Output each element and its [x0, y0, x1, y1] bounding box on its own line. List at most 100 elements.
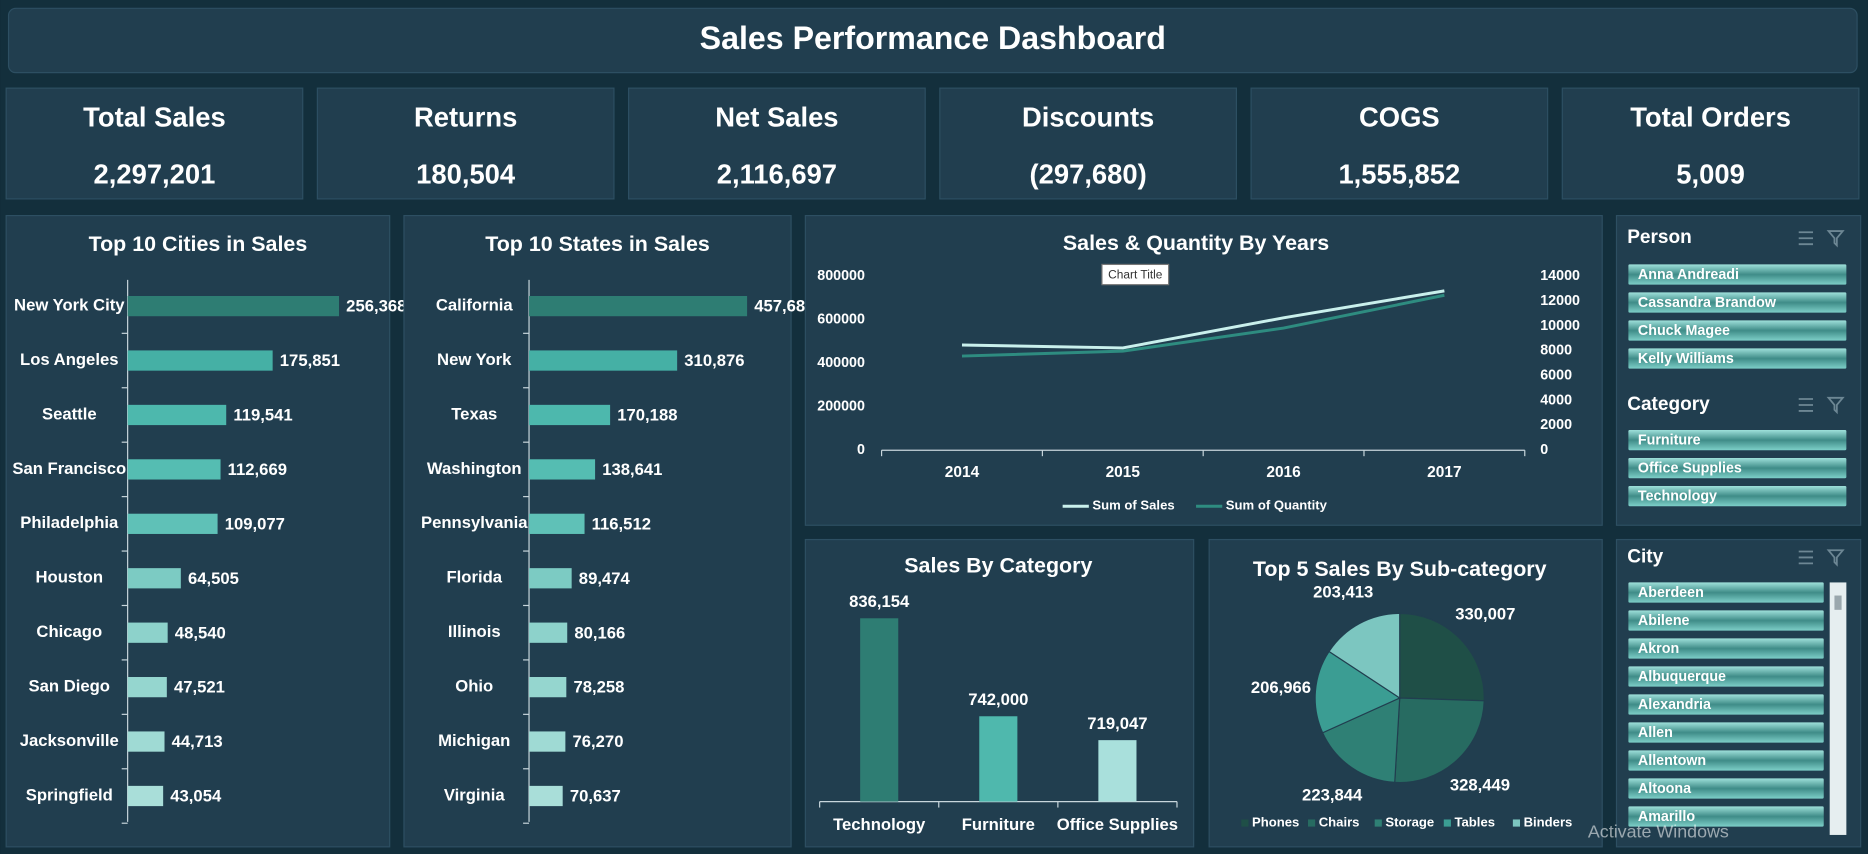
value-label: 78,258 [573, 678, 624, 697]
bar [529, 404, 611, 426]
slicer-item[interactable] [1628, 582, 1824, 603]
bar [127, 513, 218, 534]
panel [1250, 87, 1549, 200]
slicer-item[interactable] [1628, 666, 1824, 687]
value-label: 70,637 [570, 787, 621, 806]
slicer-item-label[interactable]: Albuquerque [1638, 669, 1726, 685]
y2-tick-label: 6000 [1540, 367, 1572, 383]
category-label: Ohio [455, 677, 493, 696]
category-label: Springfield [26, 785, 113, 804]
slicer-item-label[interactable]: Allen [1638, 725, 1673, 741]
bar [127, 677, 167, 698]
slicer-item[interactable] [1628, 485, 1847, 507]
slicer-item-label[interactable]: Alexandria [1638, 697, 1712, 713]
scroll-thumb [1834, 595, 1842, 610]
slicer-item[interactable] [1628, 320, 1847, 341]
y-tick-label: 0 [857, 442, 865, 458]
slicer-item-label[interactable]: Abilene [1638, 613, 1690, 629]
slicer-item[interactable] [1628, 264, 1847, 285]
bar [860, 618, 899, 802]
bar [529, 350, 678, 371]
bar [127, 568, 181, 589]
panel [1615, 214, 1862, 526]
slicer-item-label[interactable]: Kelly Williams [1638, 351, 1734, 367]
category-label: San Diego [29, 677, 110, 696]
x-tick-label: Technology [833, 815, 926, 834]
slicer-item[interactable] [1628, 638, 1824, 659]
slicer-item-label[interactable]: Office Supplies [1638, 460, 1742, 476]
slicer-item[interactable] [1628, 610, 1824, 631]
value-label: 43,054 [170, 787, 222, 806]
kpi-value: 1,555,852 [1338, 159, 1460, 190]
slicer-item[interactable] [1628, 722, 1824, 743]
panel [403, 214, 792, 848]
value-label: 48,540 [175, 623, 226, 642]
slicer-item-label[interactable]: Akron [1638, 641, 1679, 657]
value-label: 64,505 [188, 569, 239, 588]
value-label: 256,368 [346, 297, 406, 316]
slicer-item[interactable] [1628, 457, 1847, 479]
legend-label: Tables [1454, 814, 1495, 829]
panel [5, 87, 304, 200]
legend-label: Sum of Sales [1092, 498, 1174, 513]
y-tick-label: 600000 [817, 312, 865, 328]
chart-title: Top 10 States in Sales [485, 232, 710, 256]
title-banner [7, 7, 1858, 74]
category-label: California [436, 296, 514, 315]
pie-slice [1328, 612, 1401, 700]
slicer-item[interactable] [1628, 292, 1847, 313]
kpi-label: Net Sales [715, 101, 838, 132]
kpi-label: Discounts [1022, 101, 1154, 132]
legend-label: Chairs [1319, 814, 1360, 829]
y2-tick-label: 8000 [1540, 343, 1572, 359]
slicer-item[interactable] [1628, 750, 1824, 771]
slicer-item-label[interactable]: Cassandra Brandow [1638, 295, 1777, 311]
kpi-value: (297,680) [1030, 159, 1147, 190]
slicer-item[interactable] [1628, 778, 1824, 799]
x-tick-label: 2017 [1427, 464, 1461, 481]
slicer-item-label[interactable]: Amarillo [1638, 809, 1695, 825]
value-label: 175,851 [280, 351, 340, 370]
value-label: 203,413 [1313, 583, 1373, 602]
line-series [961, 293, 1445, 358]
category-label: Jacksonville [20, 731, 119, 750]
tooltip-box [1101, 263, 1170, 286]
pie-slice [1399, 612, 1485, 702]
bar [1098, 740, 1137, 802]
legend-label: Storage [1385, 814, 1434, 829]
category-label: Texas [451, 404, 497, 423]
slicer-item-label[interactable]: Aberdeen [1638, 585, 1704, 601]
slicer-item[interactable] [1628, 429, 1847, 451]
slicer-item-label[interactable]: Furniture [1638, 432, 1701, 448]
value-label: 109,077 [225, 514, 285, 533]
category-label: Michigan [438, 731, 510, 750]
value-label: 44,713 [172, 732, 223, 751]
chart-title: Top 5 Sales By Sub-category [1253, 557, 1547, 581]
value-label: 742,000 [968, 690, 1028, 709]
value-label: 119,541 [233, 406, 292, 425]
slicer-item[interactable] [1628, 694, 1824, 715]
category-label: Washington [427, 459, 522, 478]
bar [127, 785, 164, 807]
panel [628, 87, 926, 200]
y-tick-label: 400000 [817, 355, 865, 371]
slicer-item-label[interactable]: Allentown [1638, 753, 1706, 769]
slicer-item[interactable] [1628, 806, 1824, 827]
slicer-item[interactable] [1628, 348, 1847, 369]
value-label: 836,154 [849, 592, 910, 611]
category-label: San Francisco [12, 459, 126, 478]
kpi-value: 5,009 [1676, 159, 1745, 190]
y2-tick-label: 4000 [1540, 392, 1572, 408]
bar [529, 731, 566, 752]
legend-swatch [1241, 819, 1249, 827]
slicer-item-label[interactable]: Altoona [1638, 781, 1692, 797]
slicer-item-label[interactable]: Anna Andreadi [1638, 267, 1739, 283]
value-label: 80,166 [574, 623, 625, 642]
category-label: Illinois [448, 622, 501, 641]
panel [939, 87, 1238, 200]
slicer-item-label[interactable]: Chuck Magee [1638, 323, 1730, 339]
bar [529, 677, 567, 698]
panel [1561, 87, 1860, 200]
slicer-item-label[interactable]: Technology [1638, 488, 1717, 504]
